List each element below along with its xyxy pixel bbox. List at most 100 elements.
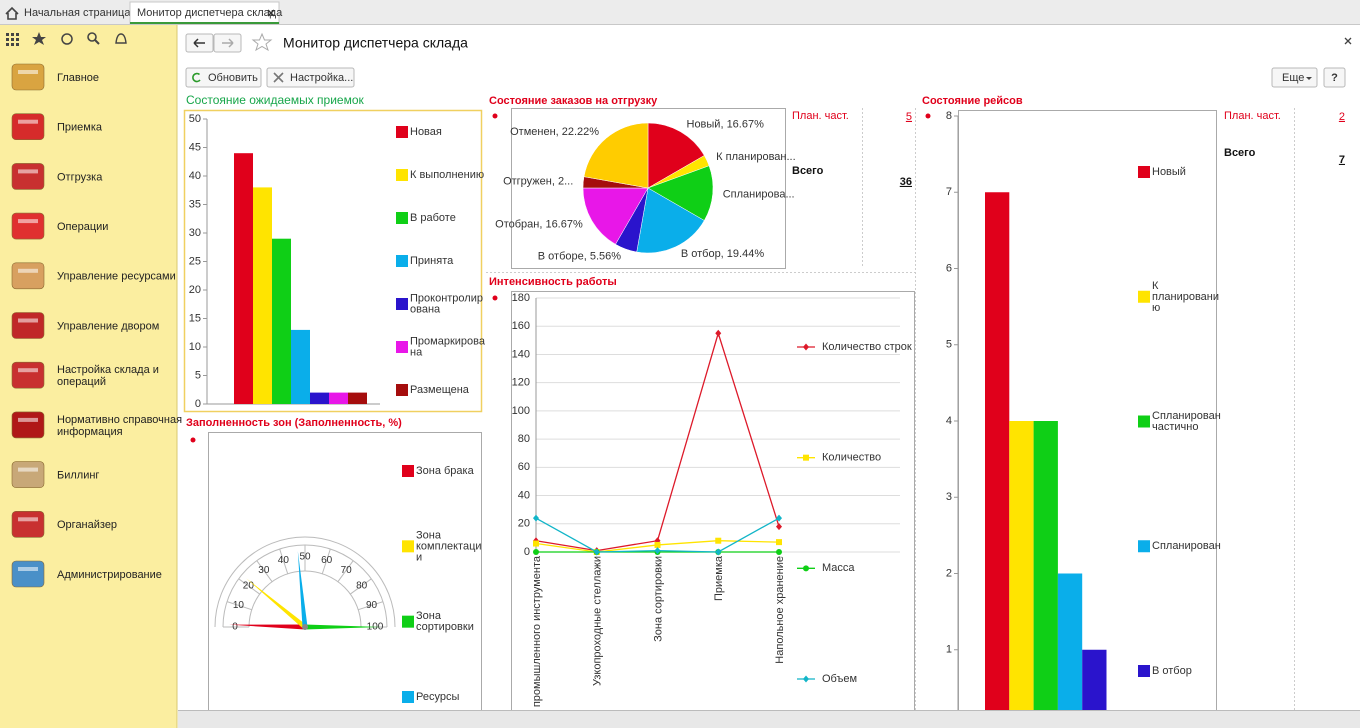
y-tick-label: 60: [518, 461, 530, 473]
y-tick-label: 20: [189, 284, 201, 296]
line-marker: [776, 539, 782, 546]
tab-close[interactable]: [267, 9, 275, 17]
favorite-star[interactable]: [251, 32, 273, 52]
legend-marker: [803, 675, 809, 683]
legend-label[interactable]: Зона комплектаци и: [416, 529, 482, 563]
legend-label[interactable]: Зона сортировки: [416, 610, 474, 633]
refresh-label: Обновить: [208, 72, 258, 84]
notifications-icon[interactable]: [115, 33, 127, 44]
nav-icon-detail: [18, 169, 38, 174]
legend-label[interactable]: Масса: [822, 562, 855, 574]
legend-label[interactable]: Проконтролир ована: [410, 292, 483, 315]
legend-label[interactable]: Зона брака: [416, 465, 475, 477]
nav-item[interactable]: Приемка: [57, 122, 103, 134]
close-button[interactable]: [1344, 37, 1352, 45]
legend-label[interactable]: Промаркирова на: [410, 335, 486, 358]
help-button[interactable]: [1323, 67, 1346, 88]
legend-label[interactable]: Спланирован частично: [1152, 410, 1224, 433]
summary-label[interactable]: План. част.: [1224, 110, 1281, 122]
pie-slice: [583, 122, 649, 189]
nav-icon[interactable]: [11, 262, 45, 290]
legend-swatch: [1138, 290, 1150, 303]
home-icon[interactable]: [5, 6, 19, 20]
back-arrow: [193, 38, 205, 48]
nav-icon[interactable]: [11, 461, 45, 488]
nav-icon[interactable]: [11, 163, 45, 190]
tab[interactable]: Начальная страница: [24, 7, 131, 19]
nav-icon[interactable]: [11, 411, 45, 439]
nav-icon[interactable]: [11, 361, 45, 389]
gauge-tick: [321, 548, 331, 574]
slice-label: Отобран, 16.67%: [495, 218, 583, 230]
gauge-tick-label: 20: [243, 580, 255, 591]
summary-value[interactable]: 5: [906, 111, 912, 123]
status-dot: [492, 295, 498, 301]
nav-item[interactable]: Органайзер: [57, 519, 117, 531]
nav-item[interactable]: Отгрузка: [57, 171, 103, 183]
gauge-tick: [279, 548, 289, 574]
nav-icon[interactable]: [11, 63, 45, 91]
bar: [1033, 421, 1058, 726]
favorites-icon[interactable]: [32, 32, 46, 45]
line-marker: [776, 523, 782, 531]
nav-icon-detail: [18, 467, 38, 472]
pie-slice: [647, 122, 705, 189]
legend-label[interactable]: К планировани ю: [1152, 280, 1219, 314]
legend-swatch: [396, 298, 408, 310]
summary-value[interactable]: 7: [1339, 154, 1345, 166]
nav-icon[interactable]: [11, 312, 45, 339]
settings-button[interactable]: [266, 67, 355, 88]
nav-icon-detail: [18, 119, 38, 124]
nav-item[interactable]: Нормативно справочная информация: [57, 414, 185, 438]
legend-label[interactable]: Новая: [410, 126, 442, 138]
nav-icon-detail: [18, 517, 38, 522]
legend-label[interactable]: Объем: [822, 673, 857, 685]
summary-value[interactable]: 36: [900, 176, 912, 188]
nav-icon-detail: [18, 368, 38, 373]
legend-label[interactable]: В работе: [410, 212, 456, 224]
legend-label[interactable]: Спланирован: [1152, 540, 1221, 552]
x-tick-label: Зона сортировки: [652, 556, 664, 642]
summary-label[interactable]: План. част.: [792, 110, 849, 122]
summary-value[interactable]: 2: [1339, 111, 1345, 123]
more-button[interactable]: [1271, 67, 1318, 88]
y-tick-label: 35: [189, 198, 201, 210]
nav-icon[interactable]: [11, 510, 45, 538]
nav-item[interactable]: Настройка склада и операций: [57, 364, 162, 388]
nav-item[interactable]: Биллинг: [57, 470, 99, 482]
bar: [272, 238, 291, 404]
y-tick-label: 160: [512, 320, 530, 332]
nav-icon[interactable]: [11, 560, 45, 588]
history-icon[interactable]: [61, 33, 73, 45]
legend-label[interactable]: Новый: [1152, 166, 1186, 178]
legend-label[interactable]: В отбор: [1152, 665, 1192, 677]
legend-label[interactable]: Принята: [410, 255, 454, 267]
nav-item[interactable]: Управление двором: [57, 320, 159, 332]
legend-swatch: [396, 126, 408, 138]
status-dot: [925, 113, 931, 119]
search-icon[interactable]: [87, 32, 97, 42]
nav-icon[interactable]: [11, 212, 45, 240]
legend-label[interactable]: Ресурсы: [416, 691, 459, 703]
nav-item[interactable]: Управление ресурсами: [57, 271, 176, 283]
y-tick-label: 15: [189, 312, 201, 324]
legend-label[interactable]: Количество: [822, 452, 881, 464]
nav-item[interactable]: Администрирование: [57, 569, 162, 581]
slice-label: Отменен, 22.22%: [510, 126, 599, 138]
nav-icon[interactable]: [11, 113, 45, 140]
search-handle: [94, 39, 100, 45]
nav-item[interactable]: Главное: [57, 72, 99, 84]
legend-label[interactable]: Размещена: [410, 384, 470, 396]
help-label: ?: [1331, 72, 1338, 84]
nav-item[interactable]: Операции: [57, 221, 108, 233]
tab[interactable]: Монитор диспетчера склада: [137, 7, 283, 19]
legend-label[interactable]: Количество строк: [822, 341, 912, 353]
y-tick-label: 0: [195, 398, 201, 410]
slice-label: Новый, 16.67%: [687, 119, 765, 131]
line-marker: [533, 549, 539, 555]
y-tick-label: 100: [512, 405, 530, 417]
apps-icon[interactable]: [6, 33, 19, 46]
refresh-button[interactable]: [185, 67, 262, 88]
legend-label[interactable]: К выполнению: [410, 169, 484, 181]
